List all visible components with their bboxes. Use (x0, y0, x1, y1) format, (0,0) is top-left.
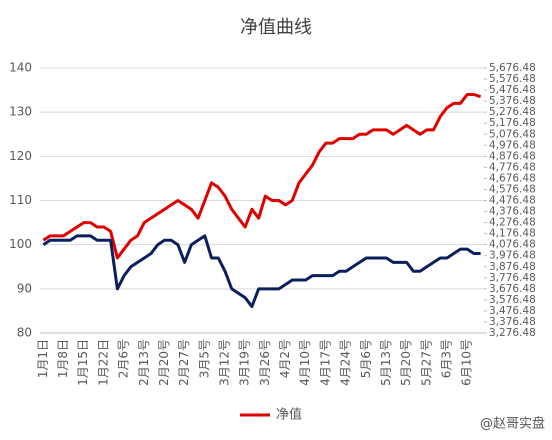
x-tick-label: 2月27号 (177, 339, 191, 386)
y2-tick-label: 4,376.48 (489, 206, 536, 218)
x-tick-label: 3月26号 (258, 339, 272, 386)
y2-tick-label: 4,576.48 (489, 183, 536, 195)
y2-tick-label: 5,676.48 (489, 62, 536, 74)
y2-tick-label: 5,576.48 (489, 73, 536, 85)
x-tick-label: 1月15日 (76, 339, 90, 386)
y2-tick-label: 5,276.48 (489, 106, 536, 118)
x-tick-label: 2月6号 (117, 339, 131, 378)
x-tick-label: 4月2号 (278, 339, 292, 378)
x-tick-label: 5月20号 (399, 339, 413, 386)
y-tick-label: 100 (9, 237, 32, 251)
y2-tick-label: 3,476.48 (489, 305, 536, 317)
y-tick-label: 140 (9, 61, 32, 75)
x-tick-label: 1月22日 (96, 339, 110, 386)
x-tick-label: 1月8日 (56, 339, 70, 378)
x-tick-label: 4月17号 (318, 339, 332, 386)
watermark: @赵哥实盘 (480, 416, 545, 432)
y-tick-label: 120 (9, 149, 32, 163)
x-tick-label: 5月13号 (379, 339, 393, 386)
y2-tick-label: 3,776.48 (489, 272, 536, 284)
y2-tick-label: 5,376.48 (489, 95, 536, 107)
y2-tick-label: 4,676.48 (489, 172, 536, 184)
x-tick-label: 6月10号 (460, 339, 474, 386)
x-tick-label: 5月6号 (359, 339, 373, 378)
y2-tick-label: 3,676.48 (489, 283, 536, 295)
y2-tick-label: 4,276.48 (489, 217, 536, 229)
legend-label: 净值 (276, 407, 302, 423)
y2-tick-label: 3,976.48 (489, 250, 536, 262)
y2-tick-label: 3,276.48 (489, 327, 536, 339)
series-line (42, 93, 482, 260)
y2-tick-label: 4,876.48 (489, 150, 536, 162)
x-tick-label: 4月24号 (339, 339, 353, 386)
chart-title: 净值曲线 (240, 17, 312, 38)
x-tick-label: 6月3号 (440, 339, 454, 378)
y-tick-label: 110 (9, 193, 32, 207)
x-tick-label: 2月13号 (137, 339, 151, 386)
x-tick-label: 3月5号 (197, 339, 211, 378)
y2-tick-label: 5,176.48 (489, 117, 536, 129)
x-tick-label: 2月20号 (157, 339, 171, 386)
y-tick-label: 90 (17, 281, 32, 295)
y2-tick-label: 4,976.48 (489, 139, 536, 151)
y2-tick-label: 5,076.48 (489, 128, 536, 140)
y2-tick-label: 3,876.48 (489, 261, 536, 273)
x-tick-label: 4月10号 (298, 339, 312, 386)
y2-tick-label: 4,776.48 (489, 161, 536, 173)
x-tick-label: 5月27号 (419, 339, 433, 386)
y2-tick-label: 3,576.48 (489, 294, 536, 306)
x-tick-label: 1月1日 (36, 339, 50, 378)
y2-tick-label: 4,476.48 (489, 195, 536, 207)
y2-tick-label: 4,176.48 (489, 228, 536, 240)
y2-tick-label: 3,376.48 (489, 316, 536, 328)
y2-tick-label: 4,076.48 (489, 239, 536, 251)
series-line (42, 234, 481, 309)
x-tick-label: 3月12号 (218, 339, 232, 386)
y2-tick-label: 5,476.48 (489, 84, 536, 96)
y-tick-label: 80 (17, 326, 32, 340)
y-tick-label: 130 (9, 105, 32, 119)
x-tick-label: 3月19号 (238, 339, 252, 386)
